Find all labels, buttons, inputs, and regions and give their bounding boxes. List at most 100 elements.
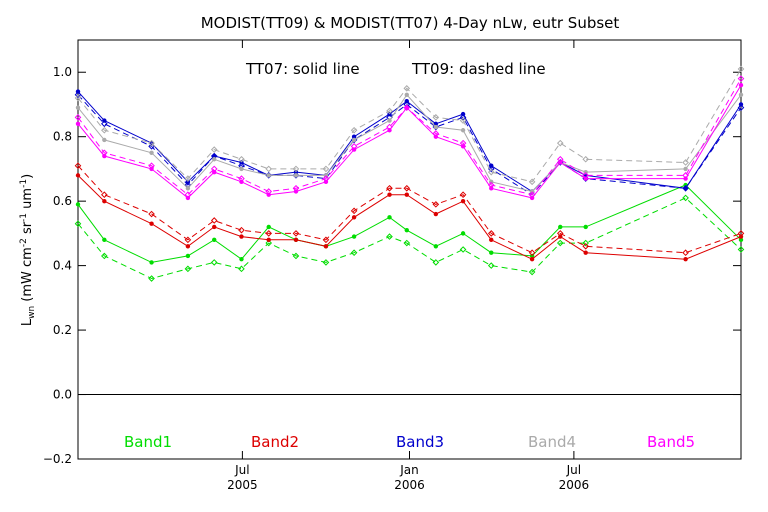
- point-band2-solid-4: [212, 224, 217, 230]
- point-band5-dashed-12: [432, 130, 440, 137]
- legend-band2: Band2: [251, 433, 299, 451]
- point-band4-dashed-10: [386, 107, 393, 115]
- point-band2-dashed-0: [74, 162, 82, 170]
- series-line-band3-dashed: [77, 94, 742, 196]
- point-band5-dashed-9: [350, 143, 358, 150]
- point-band2-solid-10: [387, 192, 392, 197]
- point-band4-dashed-12: [432, 114, 440, 121]
- point-band1-solid-16: [558, 224, 563, 230]
- point-band1-dashed-14: [487, 262, 495, 269]
- y-axis-label: Lwn (mW cm-2 sr-1 um-1): [19, 174, 37, 326]
- point-band2-solid-1: [102, 198, 107, 204]
- point-band2-dashed-13: [459, 191, 467, 199]
- point-band1-solid-10: [387, 215, 392, 220]
- point-band2-solid-5: [239, 234, 244, 239]
- point-band2-solid-11: [404, 192, 409, 197]
- y-axis: −0.2 0.0 0.2 0.4 0.6 0.8 1.0: [43, 65, 741, 466]
- series-line-band2-dashed: [77, 165, 742, 254]
- point-band3-dashed-13: [459, 114, 467, 121]
- point-band4-solid-7: [293, 173, 299, 178]
- point-band1-dashed-4: [210, 259, 218, 266]
- point-band5-dashed-10: [386, 123, 393, 131]
- point-band4-dashed-3: [184, 175, 192, 182]
- point-band3-dashed-18: [682, 184, 689, 192]
- point-band1-dashed-13: [459, 246, 467, 253]
- point-band1-solid-13: [460, 231, 466, 236]
- point-band2-solid-3: [185, 244, 191, 249]
- point-band4-dashed-18: [682, 159, 689, 166]
- point-band1-dashed-16: [556, 239, 564, 247]
- point-band2-solid-9: [351, 215, 357, 220]
- point-band2-dashed-10: [386, 184, 393, 192]
- point-band2-solid-12: [433, 211, 439, 217]
- point-band1-dashed-9: [350, 249, 358, 257]
- point-band4-solid-10: [387, 118, 392, 123]
- point-band1-dashed-11: [403, 239, 411, 247]
- point-band2-dashed-8: [322, 236, 330, 244]
- point-band5-solid-0: [75, 121, 81, 127]
- y-tick-label-2: 0.2: [53, 323, 72, 337]
- point-band1-solid-1: [102, 237, 107, 243]
- point-band1-solid-12: [433, 244, 439, 249]
- series-band4-dashed: [74, 65, 745, 186]
- point-band5-dashed-8: [322, 175, 330, 182]
- point-band4-dashed-5: [238, 155, 245, 163]
- point-band1-dashed-18: [682, 194, 689, 202]
- point-band5-dashed-13: [459, 139, 467, 147]
- point-band3-dashed-0: [74, 91, 82, 99]
- y-tick-label-0: −0.2: [43, 452, 72, 466]
- legend: Band1 Band2 Band3 Band4 Band5: [124, 433, 695, 451]
- point-band2-solid-6: [266, 237, 271, 243]
- point-band2-dashed-12: [432, 201, 440, 208]
- legend-band4: Band4: [528, 433, 576, 451]
- series-line-band5-solid: [77, 84, 742, 199]
- point-band1-dashed-15: [528, 268, 536, 276]
- chart-title: MODIST(TT09) & MODIST(TT07) 4-Day nLw, e…: [201, 14, 620, 32]
- point-band4-dashed-2: [148, 139, 155, 147]
- point-band5-dashed-14: [487, 181, 495, 189]
- solid-line-note: TT07: solid line: [245, 60, 360, 78]
- series-line-band1-solid: [77, 184, 742, 263]
- y-tick-label-5: 0.8: [53, 130, 72, 144]
- point-band2-solid-15: [529, 256, 535, 262]
- point-band2-solid-2: [149, 221, 154, 226]
- point-band2-dashed-17: [582, 242, 590, 250]
- point-band4-solid-19: [738, 92, 744, 97]
- point-band4-solid-13: [460, 128, 466, 133]
- point-band4-dashed-8: [322, 165, 330, 173]
- series-band2-dashed: [74, 162, 745, 257]
- point-band1-dashed-10: [386, 233, 393, 240]
- point-band1-solid-9: [351, 234, 357, 239]
- point-band5-dashed-17: [582, 172, 590, 179]
- point-band4-dashed-7: [292, 165, 300, 173]
- point-band4-solid-18: [683, 166, 688, 172]
- point-band1-dashed-8: [322, 259, 330, 266]
- point-band5-dashed-7: [292, 184, 300, 192]
- series-band1-solid: [75, 182, 744, 265]
- point-band1-dashed-6: [265, 239, 273, 247]
- point-band2-solid-8: [323, 244, 329, 249]
- x-tick-year-0: 2005: [227, 478, 258, 492]
- point-band2-solid-18: [683, 256, 688, 262]
- point-band5-dashed-18: [682, 172, 689, 179]
- point-band4-dashed-15: [528, 178, 536, 186]
- point-band4-dashed-1: [101, 126, 108, 134]
- point-band4-dashed-16: [556, 139, 564, 147]
- point-band2-dashed-4: [210, 217, 218, 224]
- point-band2-dashed-1: [101, 191, 108, 199]
- x-tick-label-2: Jul: [566, 463, 581, 477]
- point-band4-solid-2: [149, 150, 154, 156]
- y-tick-label-4: 0.6: [53, 194, 72, 208]
- point-band2-dashed-7: [292, 230, 300, 237]
- point-band4-solid-0: [75, 105, 81, 110]
- point-band1-solid-14: [489, 250, 494, 255]
- point-band4-dashed-19: [737, 65, 745, 73]
- point-band4-solid-9: [351, 137, 357, 143]
- point-band2-dashed-16: [556, 230, 564, 237]
- point-band1-solid-5: [239, 256, 244, 262]
- point-band4-dashed-4: [210, 146, 218, 153]
- point-band5-dashed-11: [403, 104, 411, 111]
- point-band4-dashed-11: [403, 85, 411, 92]
